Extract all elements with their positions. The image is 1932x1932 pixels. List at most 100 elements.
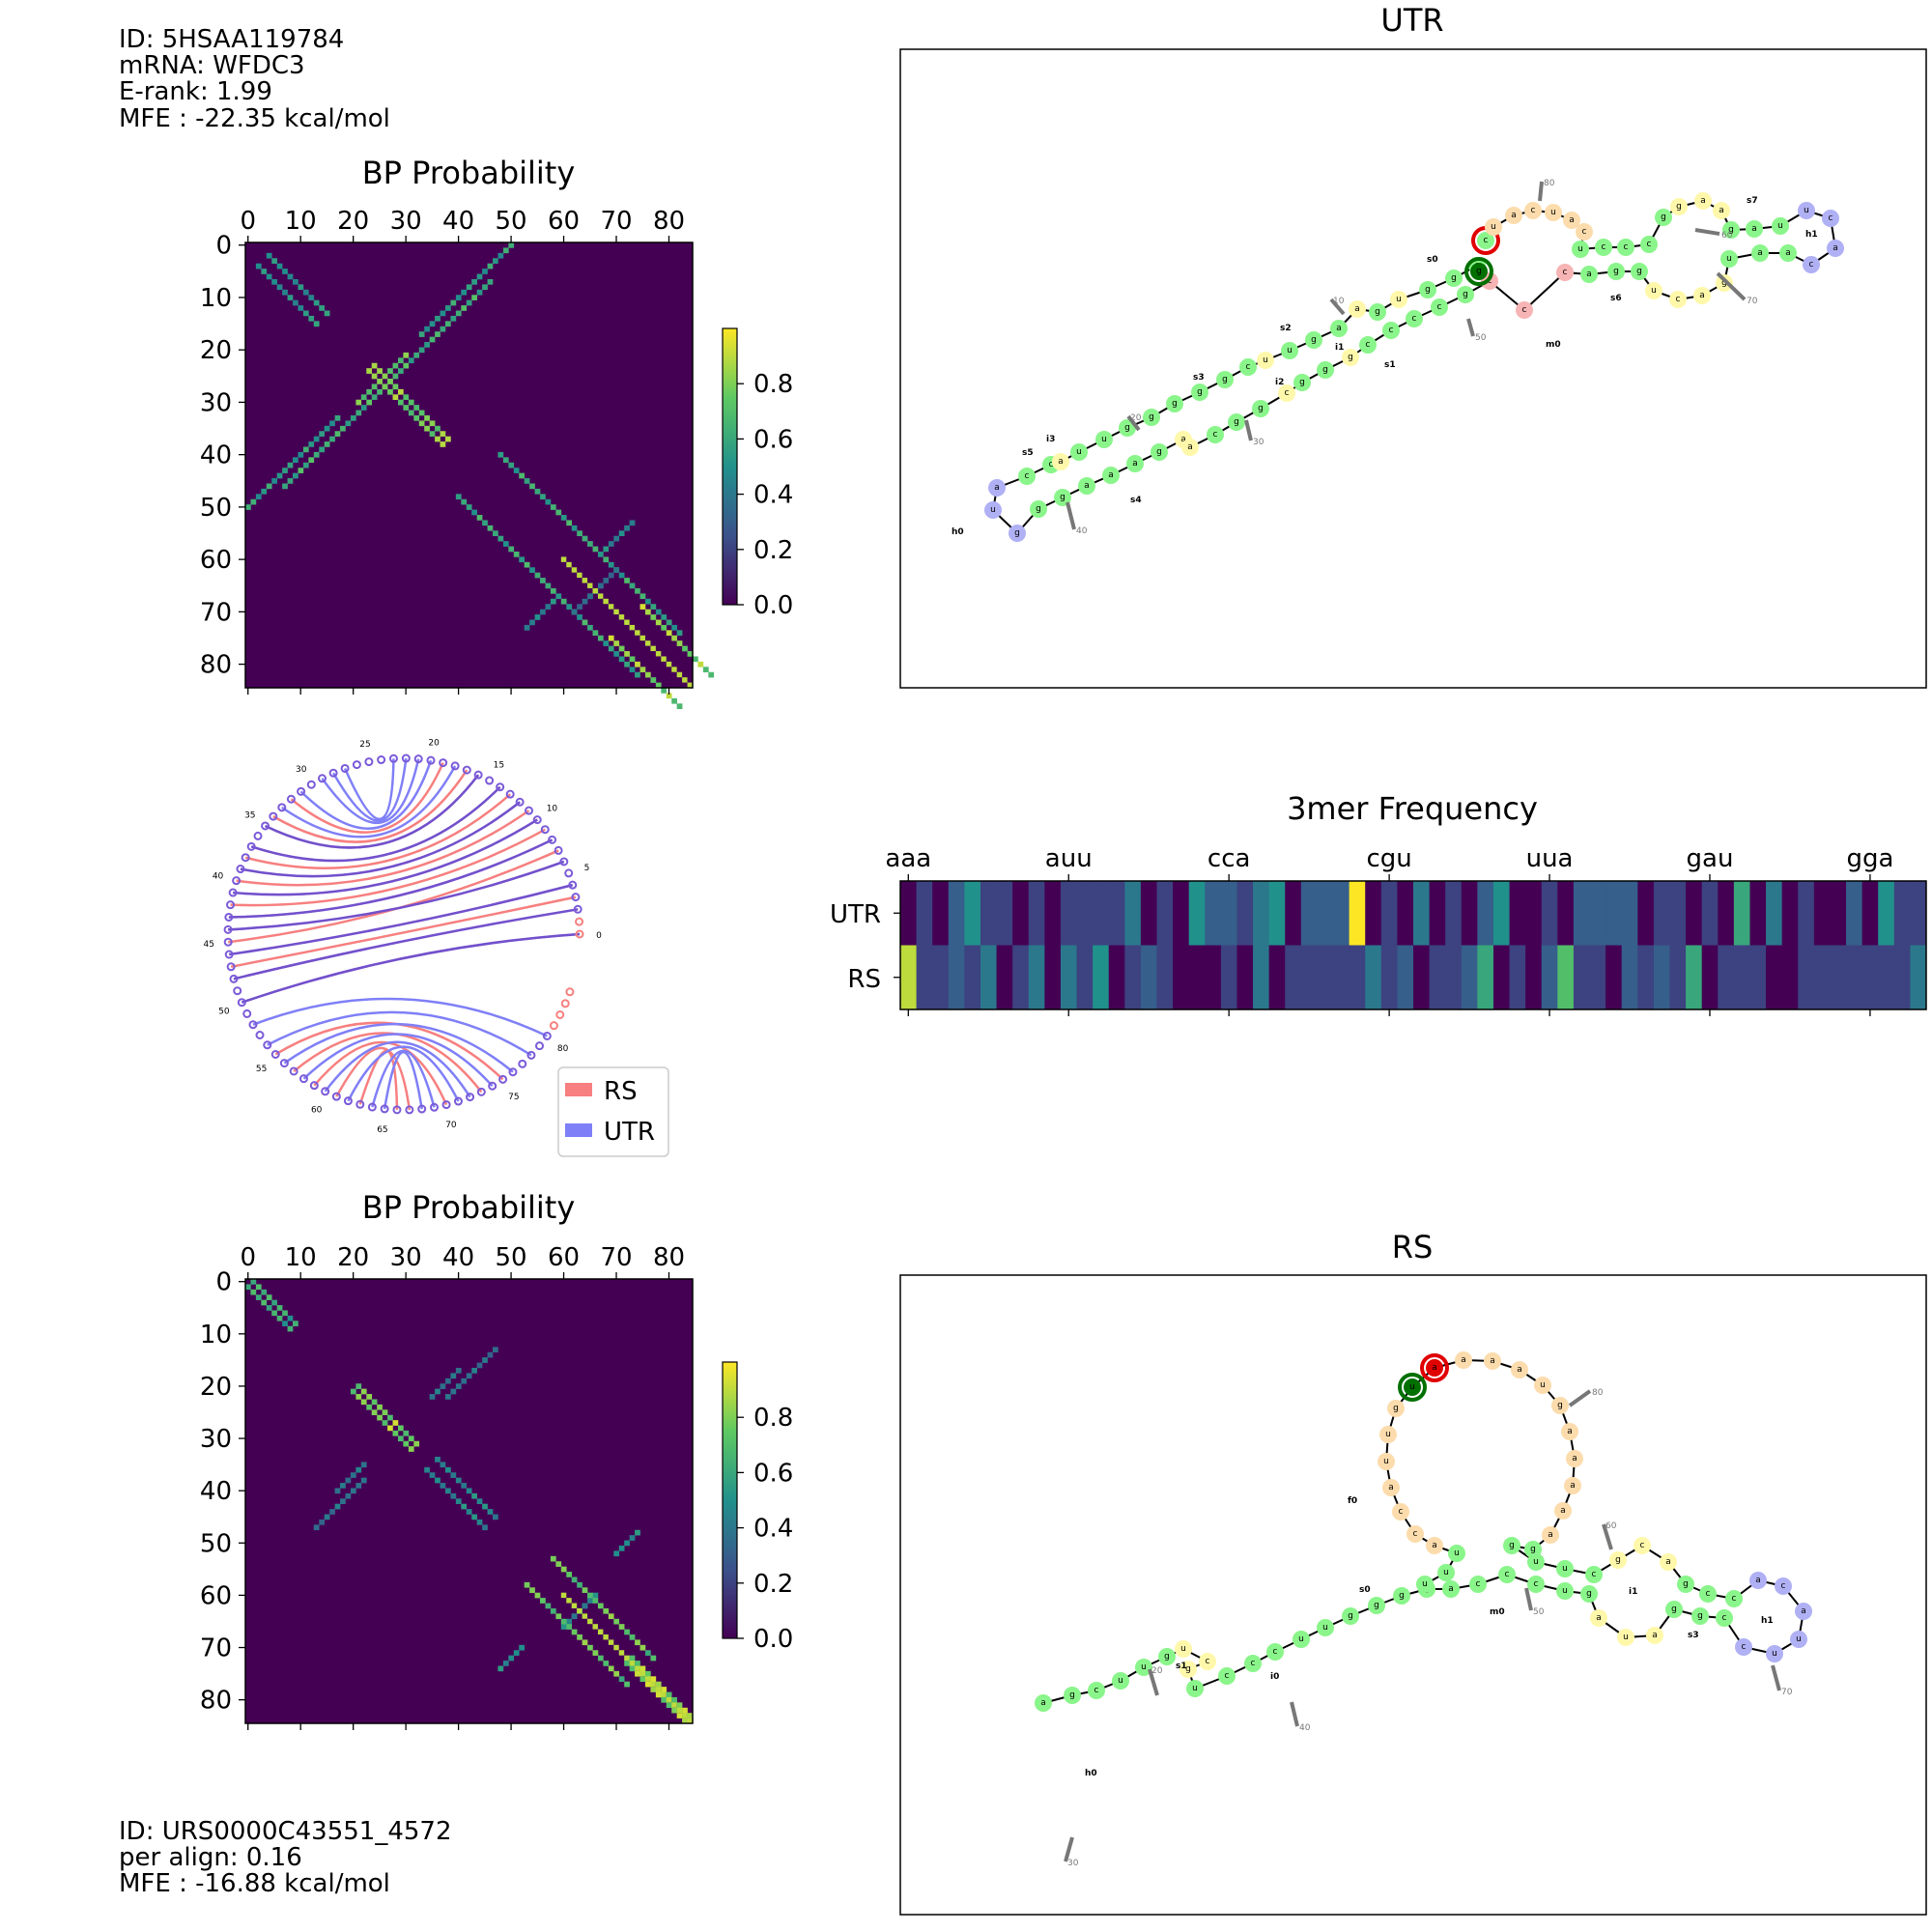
nucleotide-letter: u bbox=[1804, 206, 1809, 215]
nucleotide-letter: g bbox=[1060, 493, 1065, 502]
nucleotide-letter: c bbox=[1809, 260, 1814, 270]
nucleotide-letter: a bbox=[1699, 291, 1705, 300]
bp-cell bbox=[477, 290, 483, 296]
bp-cell bbox=[314, 321, 320, 327]
nucleotide-letter: a bbox=[1569, 215, 1575, 225]
nucleotide-letter: u bbox=[1422, 1579, 1428, 1589]
arc-node bbox=[519, 1061, 526, 1067]
loop-label: s3 bbox=[1688, 1631, 1699, 1640]
bp-bottom-colorbar bbox=[723, 1362, 737, 1638]
bp-cell bbox=[477, 1498, 483, 1504]
bp-cell bbox=[372, 1399, 378, 1405]
bp-cell bbox=[377, 1415, 383, 1421]
colorbar-tick-label: 0.2 bbox=[753, 536, 793, 565]
bp-cell bbox=[403, 363, 409, 369]
legend-utr-swatch bbox=[565, 1123, 592, 1137]
bp-cell bbox=[424, 327, 430, 332]
kmer-tick-label: uua bbox=[1526, 844, 1574, 873]
bp-cell bbox=[288, 295, 294, 300]
bp-cell bbox=[293, 457, 298, 463]
bp-top-title: BP Probability bbox=[362, 155, 576, 191]
bp-cell bbox=[325, 441, 330, 447]
bp-cell bbox=[467, 1509, 472, 1515]
bp-cell bbox=[355, 1483, 361, 1489]
bp-cell bbox=[430, 431, 436, 437]
bp-cell bbox=[551, 1556, 556, 1562]
bp-cell bbox=[603, 556, 609, 562]
bp-cell bbox=[661, 1697, 667, 1703]
nucleotide-letter: c bbox=[1602, 242, 1606, 252]
nucleotide-letter: c bbox=[1437, 302, 1442, 312]
nucleotide-letter: u bbox=[1777, 221, 1783, 231]
bp-cell bbox=[372, 384, 378, 389]
kmer-rs-cell bbox=[1525, 946, 1542, 1010]
arc-diagram: 05101520253035404550556065 707580 RS UTR bbox=[203, 738, 668, 1156]
bp-cell bbox=[450, 316, 456, 322]
bp-cell bbox=[271, 1300, 277, 1306]
nucleotide-letter: c bbox=[1706, 1589, 1711, 1599]
bp-cell bbox=[613, 1645, 618, 1650]
nucleotide-letter: c bbox=[1251, 1659, 1256, 1668]
arc-index-label: 15 bbox=[494, 761, 504, 771]
bp-cell bbox=[308, 295, 314, 300]
bp-cell bbox=[435, 331, 440, 337]
bp-y-tick-label: 70 bbox=[200, 1634, 232, 1663]
bp-cell bbox=[308, 457, 314, 463]
bp-cell bbox=[635, 672, 640, 678]
kmer-rs-cell bbox=[1654, 946, 1670, 1010]
nucleotide-letter: a bbox=[1596, 1613, 1602, 1623]
bp-cell bbox=[303, 463, 309, 469]
bp-cell bbox=[477, 274, 483, 280]
kmer-utr-cell bbox=[932, 881, 949, 946]
bp-cell bbox=[355, 1383, 361, 1389]
bp-cell bbox=[377, 379, 383, 384]
arc-node bbox=[536, 1042, 543, 1049]
index-label: 60 bbox=[1605, 1521, 1617, 1531]
bp-cell bbox=[697, 662, 703, 668]
bp-cell bbox=[587, 625, 593, 631]
bp-cell bbox=[650, 604, 656, 610]
kmer-utr-cell bbox=[1430, 881, 1446, 946]
nucleotide-letter: a bbox=[1700, 196, 1706, 206]
arc-node bbox=[556, 1011, 563, 1018]
bp-cell bbox=[445, 1394, 451, 1400]
bp-cell bbox=[430, 1472, 436, 1478]
rs-structure-diagram: aa aaugaaaaagguucgcagc cacauuccggauaguccca… bbox=[1035, 1351, 1812, 1868]
kmer-cells bbox=[900, 881, 1927, 1009]
bp-top-colorbar-ticks: 0.00.20.40.60.8 bbox=[737, 370, 793, 620]
bp-cell bbox=[314, 452, 320, 458]
kmer-utr-cell bbox=[1269, 881, 1286, 946]
bp-cell bbox=[525, 478, 530, 484]
arc-node bbox=[378, 756, 384, 763]
kmer-utr-cell bbox=[1350, 881, 1366, 946]
colorbar-tick-label: 0.8 bbox=[753, 1404, 793, 1433]
bp-bottom-title: BP Probability bbox=[362, 1189, 576, 1226]
bp-cell bbox=[450, 1493, 456, 1499]
nucleotide-letter: g bbox=[1509, 1541, 1515, 1550]
bp-cell bbox=[456, 1498, 462, 1504]
bp-cell bbox=[387, 1426, 393, 1432]
bp-cell bbox=[366, 400, 372, 406]
kmer-utr-cell bbox=[1622, 881, 1638, 946]
nucleotide-letter: u bbox=[1383, 1457, 1389, 1466]
bp-cell bbox=[582, 619, 588, 625]
bp-cell bbox=[650, 1656, 656, 1662]
bp-cell bbox=[525, 625, 530, 631]
bp-cell bbox=[340, 1483, 346, 1489]
nucleotide-letter: a bbox=[1432, 1541, 1437, 1550]
kmer-tick-label: gau bbox=[1687, 844, 1734, 873]
kmer-rs-cell bbox=[1109, 946, 1125, 1010]
bp-cell bbox=[440, 1462, 446, 1467]
nucleotide-letter: g bbox=[1156, 447, 1162, 457]
bp-probability-top: BP Probability 0010102020303040405050606… bbox=[200, 155, 793, 709]
kmer-utr-cell bbox=[1749, 881, 1766, 946]
kmer-rs-cell bbox=[1205, 946, 1221, 1010]
bp-cell bbox=[551, 504, 556, 510]
arc-node bbox=[365, 758, 372, 765]
bp-y-tick-label: 60 bbox=[200, 1581, 232, 1610]
kmer-utr-cell bbox=[1012, 881, 1029, 946]
index-label: 30 bbox=[1253, 438, 1264, 447]
bp-x-tick-label: 50 bbox=[496, 207, 527, 236]
nucleotide-letter: c bbox=[1413, 1529, 1418, 1539]
bp-cell bbox=[282, 269, 288, 274]
